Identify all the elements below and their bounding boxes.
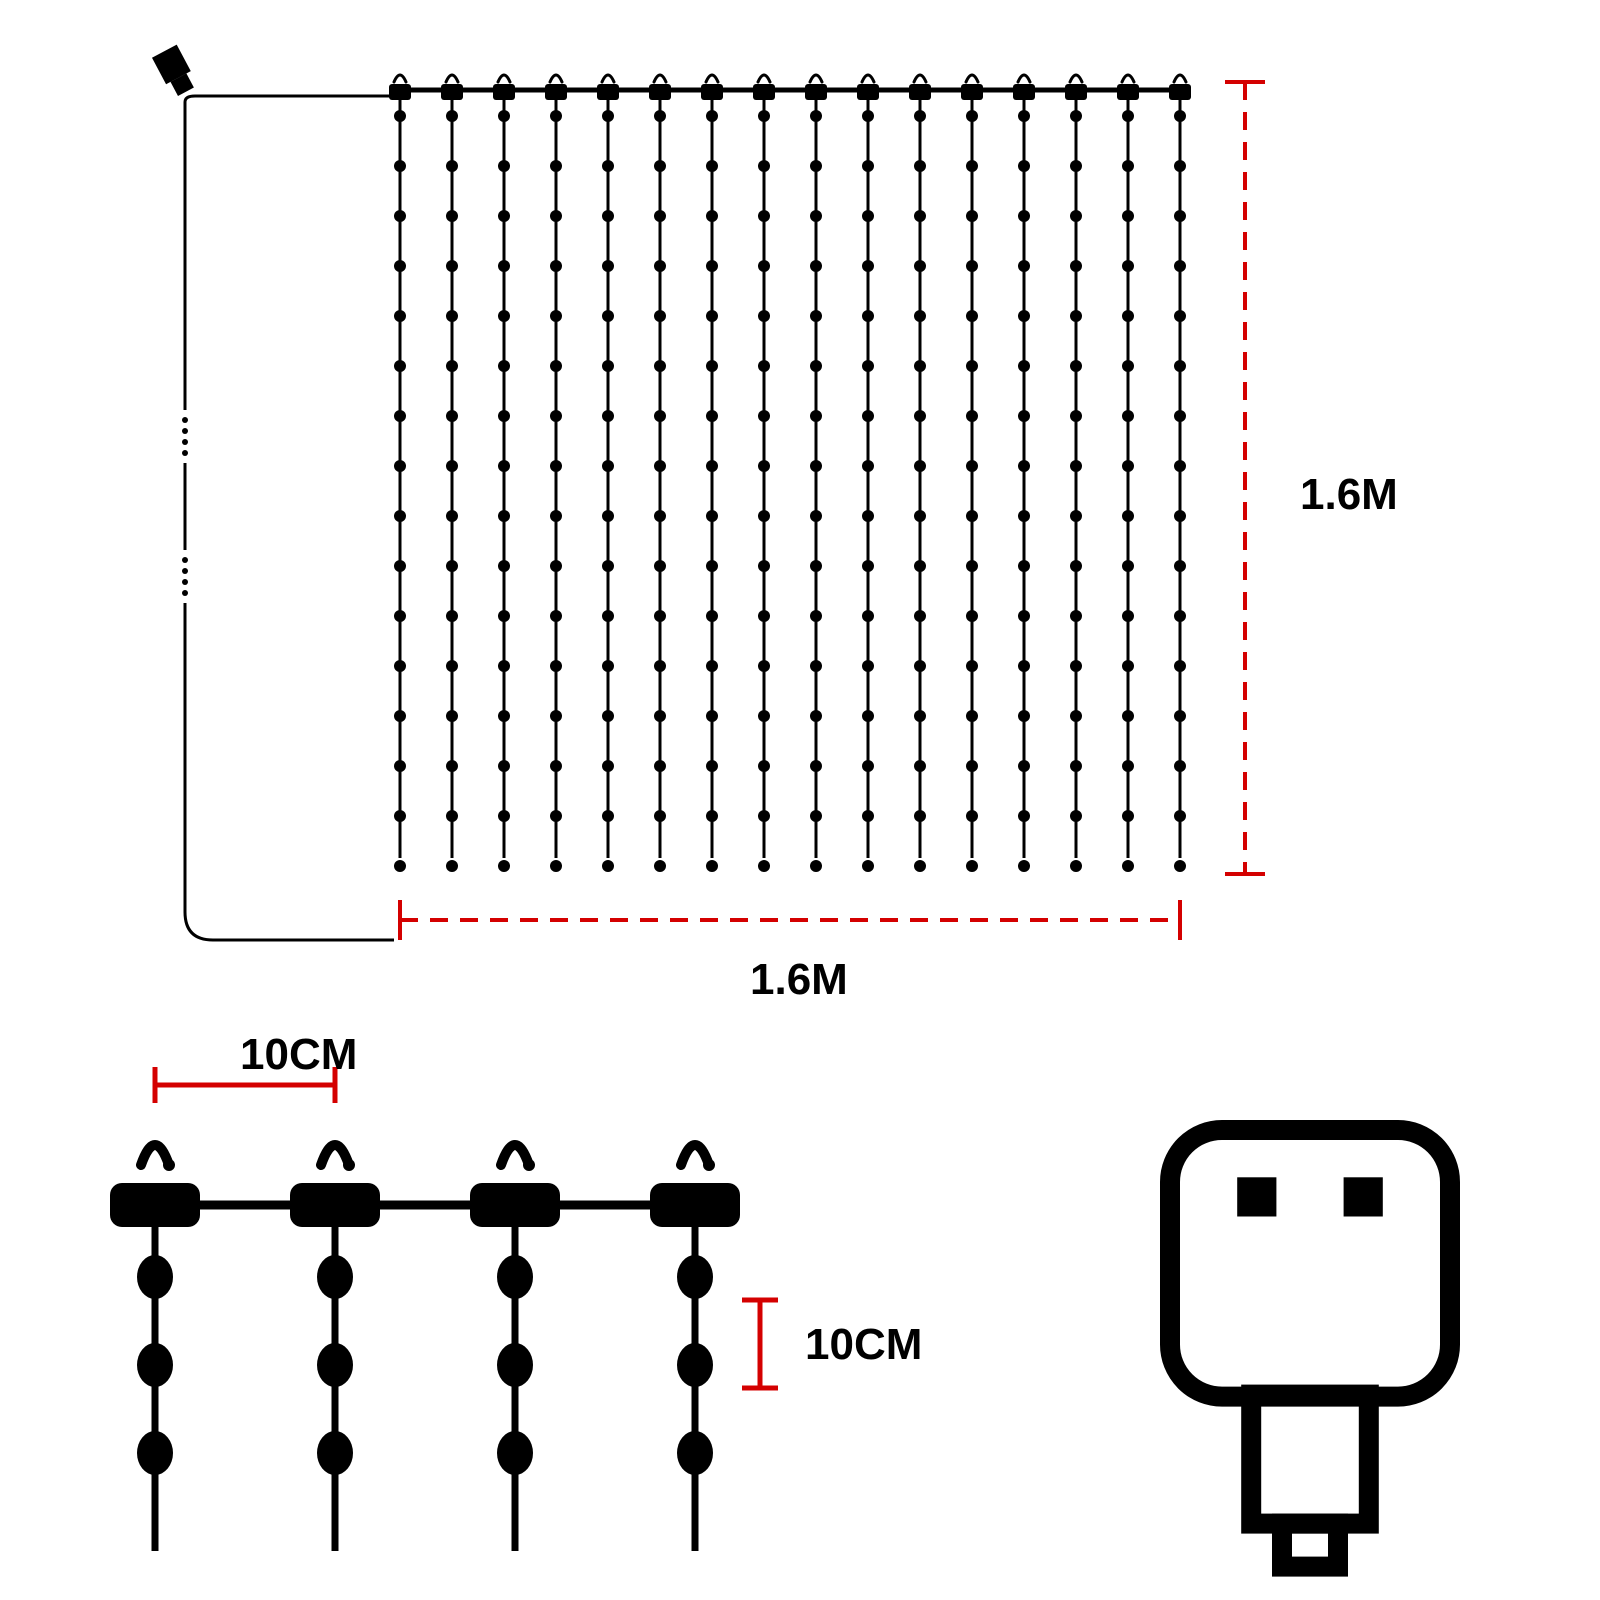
diagram-svg: [0, 0, 1600, 1600]
bead-spacing-label: 10CM: [805, 1320, 922, 1370]
height-label: 1.6M: [1300, 470, 1398, 520]
hook-spacing-label: 10CM: [240, 1030, 357, 1080]
width-label: 1.6M: [750, 955, 848, 1005]
